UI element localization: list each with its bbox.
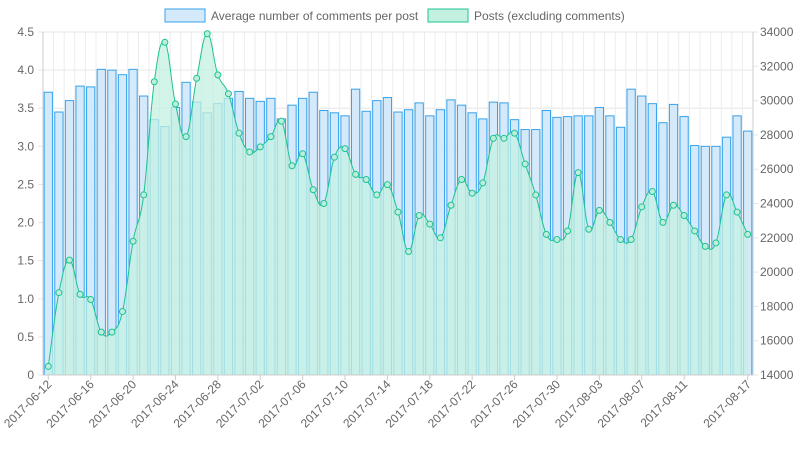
posts-point — [55, 289, 63, 297]
y-left-tick-label: 0 — [27, 368, 34, 382]
posts-point — [585, 225, 593, 233]
posts-point — [362, 175, 370, 183]
posts-point — [521, 160, 529, 168]
bar — [43, 91, 53, 376]
posts-point — [447, 201, 455, 209]
posts-point — [341, 145, 349, 153]
x-tick-label: 2017-08-17 — [701, 377, 755, 431]
posts-point — [161, 38, 169, 46]
posts-point — [638, 203, 646, 211]
posts-point — [288, 162, 296, 170]
posts-point — [65, 256, 73, 264]
posts-point — [553, 236, 561, 244]
posts-point — [405, 248, 413, 256]
posts-point — [150, 78, 158, 86]
posts-point — [532, 191, 540, 199]
posts-point — [299, 150, 307, 158]
posts-point — [691, 227, 699, 235]
posts-point — [500, 134, 508, 142]
posts-point — [458, 175, 466, 183]
posts-point — [129, 237, 137, 245]
posts-point — [193, 74, 201, 82]
y-right-tick-label: 16000 — [760, 334, 794, 348]
y-right-tick-label: 20000 — [760, 265, 794, 279]
posts-point — [203, 30, 211, 38]
posts-point — [733, 208, 741, 216]
y-right-tick-label: 34000 — [760, 25, 794, 39]
posts-point — [670, 201, 678, 209]
posts-point — [373, 191, 381, 199]
posts-point — [723, 191, 731, 199]
posts-point — [606, 218, 614, 226]
legend-label-comments[interactable]: Average number of comments per post — [211, 9, 419, 23]
posts-point — [744, 230, 752, 238]
y-left-tick-label: 3.0 — [17, 139, 34, 153]
posts-point — [87, 296, 95, 304]
posts-point — [118, 308, 126, 316]
posts-point — [182, 133, 190, 141]
posts-point — [171, 100, 179, 108]
y-left-tick-label: 4.5 — [17, 25, 34, 39]
y-left-tick-label: 2.5 — [17, 177, 34, 191]
y-right-tick-label: 30000 — [760, 94, 794, 108]
posts-point — [383, 181, 391, 189]
y-left-tick-label: 3.5 — [17, 101, 34, 115]
posts-point — [680, 212, 688, 220]
posts-point — [256, 143, 264, 151]
y-left-tick-label: 1.5 — [17, 254, 34, 268]
posts-point — [235, 129, 243, 137]
y-right-tick-label: 32000 — [760, 59, 794, 73]
posts-point — [595, 206, 603, 214]
y-left-tick-label: 1.0 — [17, 292, 34, 306]
posts-point — [352, 170, 360, 178]
posts-point — [489, 134, 497, 142]
posts-point — [267, 133, 275, 141]
posts-area-fill — [48, 33, 748, 375]
posts-point — [648, 187, 656, 195]
legend-swatch-comments[interactable] — [164, 8, 206, 23]
posts-point — [479, 179, 487, 187]
posts-point — [97, 328, 105, 336]
legend: Average number of comments per post Post… — [164, 8, 625, 23]
posts-point — [415, 212, 423, 220]
y-right-tick-label: 24000 — [760, 197, 794, 211]
area-series-posts — [44, 30, 752, 375]
posts-point — [394, 208, 402, 216]
posts-point — [330, 153, 338, 161]
y-right-tick-label: 18000 — [760, 299, 794, 313]
y-right-tick-label: 26000 — [760, 162, 794, 176]
posts-point — [214, 71, 222, 79]
posts-point — [542, 230, 550, 238]
y-right-tick-label: 28000 — [760, 128, 794, 142]
posts-point — [574, 169, 582, 177]
posts-point — [426, 220, 434, 228]
y-right-tick-label: 14000 — [760, 368, 794, 382]
posts-point — [627, 236, 635, 244]
y-right-tick-label: 22000 — [760, 231, 794, 245]
posts-point — [320, 200, 328, 207]
posts-point — [701, 242, 709, 250]
posts-point — [309, 186, 317, 194]
posts-point — [224, 90, 232, 98]
y-left-tick-label: 4.0 — [17, 63, 34, 77]
posts-point — [617, 236, 625, 244]
posts-point — [277, 117, 285, 125]
posts-point — [140, 191, 148, 199]
posts-point — [76, 290, 84, 298]
posts-point — [44, 362, 52, 370]
posts-point — [712, 239, 720, 247]
posts-point — [659, 218, 667, 226]
posts-point — [564, 227, 572, 235]
y-left-tick-label: 0.5 — [17, 330, 34, 344]
y-left-tick-label: 2.0 — [17, 216, 34, 230]
posts-point — [246, 148, 254, 156]
posts-point — [468, 189, 476, 197]
legend-swatch-posts[interactable] — [427, 8, 469, 23]
posts-point — [108, 328, 116, 336]
legend-label-posts[interactable]: Posts (excluding comments) — [474, 9, 625, 23]
posts-point — [436, 234, 444, 242]
posts-point — [511, 129, 519, 137]
